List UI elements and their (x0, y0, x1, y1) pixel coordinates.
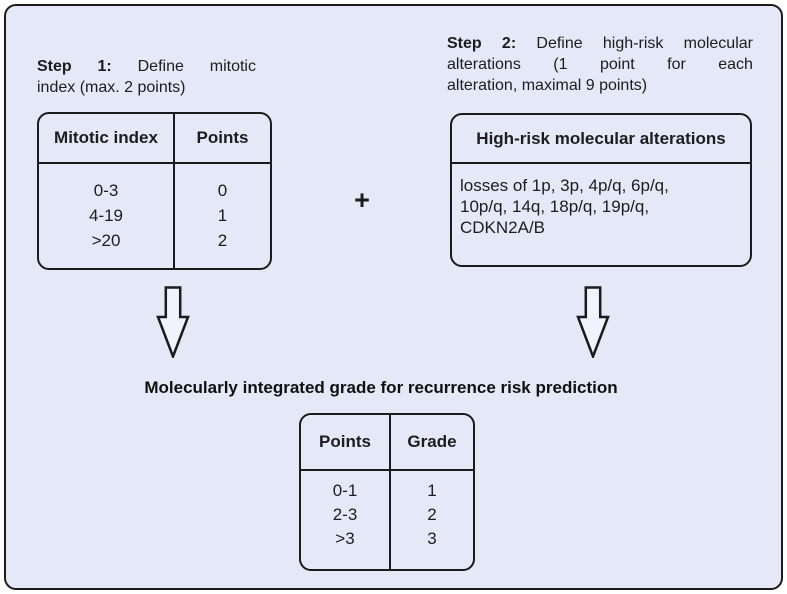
mitotic-points-header: Points (175, 114, 270, 164)
step2-heading-line3: alteration, maximal 9 points) (447, 77, 648, 94)
alterations-line: 10p/q, 14q, 18p/q, 19p/q, (460, 197, 650, 216)
step1-heading-line1: Step 1: Define mitotic (37, 58, 256, 75)
table-cell: 3 (427, 529, 437, 548)
molecular-alterations-table: High-risk molecular alterations losses o… (450, 113, 752, 267)
grade-header: Grade (391, 415, 473, 471)
table-cell: 2-3 (332, 505, 358, 524)
step2-heading-line1: Step 2: Define high-risk molecular (447, 35, 753, 52)
grade-table: Points Grade 0-1 2-3 >3 1 2 3 (299, 413, 475, 571)
step1-heading: Step 1: Define mitotic index (max. 2 points… (37, 56, 256, 98)
alterations-line: losses of 1p, 3p, 4p/q, 6p/q, (460, 176, 669, 195)
down-arrow-icon (156, 286, 190, 358)
molecular-alterations-header: High-risk molecular alterations (452, 115, 750, 164)
step2-heading: Step 2: Define high-risk molecular alteratio… (447, 33, 753, 96)
table-cell: >20 (91, 231, 121, 250)
table-cell: >3 (335, 529, 355, 548)
table-cell: 0-1 (332, 481, 358, 500)
table-cell: 2 (427, 505, 437, 524)
mitotic-points-column: 0 1 2 (175, 164, 270, 268)
table-cell: 1 (217, 206, 228, 225)
down-arrow-icon (576, 286, 610, 358)
table-cell: 1 (427, 481, 437, 500)
mitotic-index-table: Mitotic index Points 0-3 4-19 >20 0 1 2 (37, 112, 272, 270)
result-title: Molecularly integrated grade for recurre… (144, 378, 618, 397)
grade-points-column: 0-1 2-3 >3 (301, 471, 391, 569)
table-cell: 2 (217, 231, 228, 250)
mitotic-index-header: Mitotic index (39, 114, 175, 164)
table-cell: 0-3 (93, 181, 119, 200)
table-cell: 4-19 (88, 206, 124, 225)
table-cell: 0 (217, 181, 228, 200)
step2-heading-line2: alterations (1 point for each (447, 56, 753, 73)
grade-points-header: Points (301, 415, 391, 471)
molecular-alterations-body: losses of 1p, 3p, 4p/q, 6p/q, 10p/q, 14q… (452, 164, 750, 265)
grade-column: 1 2 3 (391, 471, 473, 569)
plus-sign: + (354, 185, 370, 215)
outer-frame (4, 4, 783, 590)
mitotic-index-column: 0-3 4-19 >20 (39, 164, 175, 268)
alterations-line: CDKN2A/B (460, 218, 546, 237)
step1-heading-line2: index (max. 2 points) (37, 79, 186, 96)
